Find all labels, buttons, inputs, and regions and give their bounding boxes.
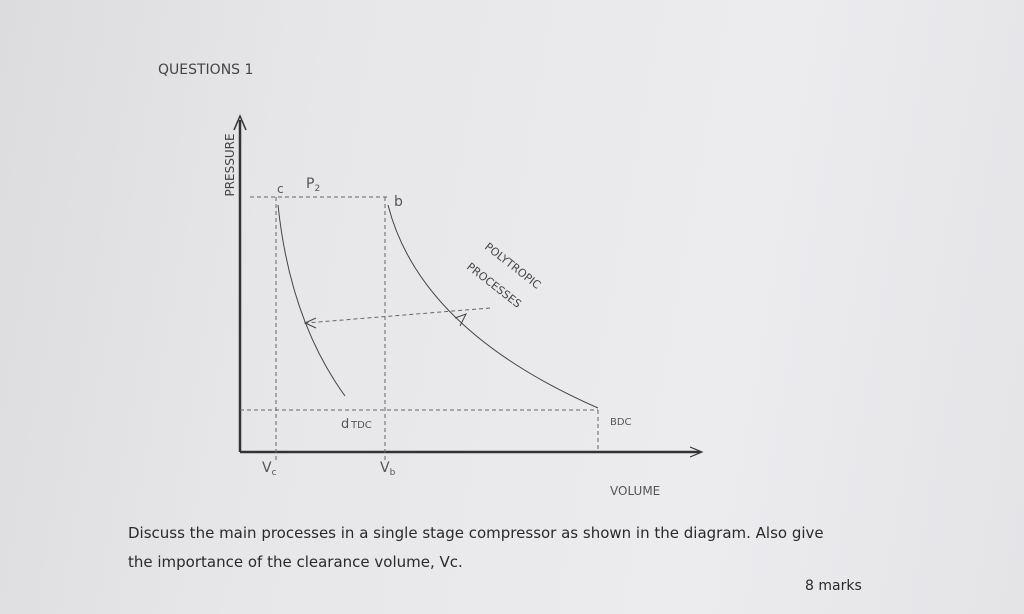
y-axis-label: PRESSURE	[223, 133, 237, 196]
pressure-main: P	[306, 176, 314, 192]
bdc-label: BDC	[610, 417, 632, 428]
vb-sub: b	[390, 468, 396, 478]
pressure-sub: 2	[314, 184, 320, 194]
vc-main: V	[262, 460, 272, 476]
axes	[233, 114, 704, 458]
swept-volume: Vb	[380, 460, 396, 478]
process-curves	[277, 204, 599, 409]
question-line: the importance of the clearance volume, …	[128, 553, 463, 571]
vc-sub: c	[272, 468, 277, 478]
vb-main: V	[380, 460, 390, 476]
x-axis-label: VOLUME	[610, 484, 660, 498]
point-b: b	[394, 194, 403, 210]
guide-lines	[240, 196, 599, 460]
marks: 8 marks	[805, 578, 862, 594]
pressure-label: P2	[306, 176, 320, 194]
tdc-label: TDC	[350, 420, 372, 431]
point-d: d	[341, 417, 349, 432]
question-title: QUESTIONS 1	[158, 62, 253, 78]
question-line: Discuss the main processes in a single s…	[128, 524, 824, 542]
point-c: c	[277, 182, 284, 196]
clearance-volume: Vc	[262, 460, 277, 478]
